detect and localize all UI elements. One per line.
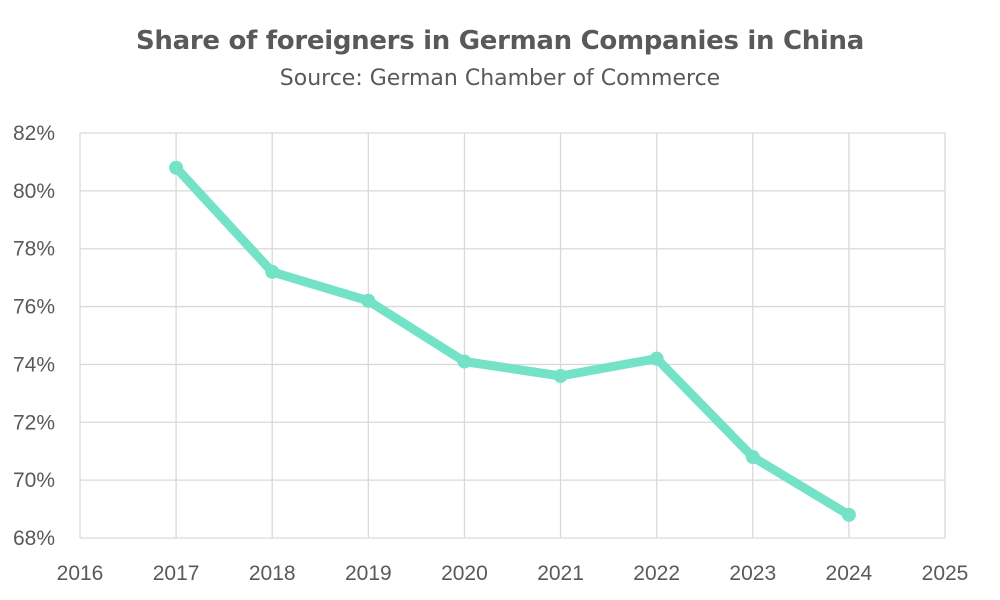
y-tick-label: 72% bbox=[13, 411, 55, 434]
data-point bbox=[457, 354, 472, 369]
data-point bbox=[745, 450, 760, 464]
data-point bbox=[169, 160, 184, 175]
x-tick-label: 2020 bbox=[441, 562, 488, 585]
x-tick-label: 2025 bbox=[922, 562, 969, 585]
x-tick-label: 2018 bbox=[249, 562, 296, 585]
data-point bbox=[265, 264, 280, 279]
data-point bbox=[649, 351, 664, 366]
y-tick-label: 82% bbox=[13, 122, 55, 145]
series-line bbox=[171, 163, 854, 520]
x-tick-label: 2017 bbox=[153, 562, 200, 585]
x-tick-label: 2016 bbox=[57, 562, 104, 585]
y-tick-label: 76% bbox=[13, 296, 55, 319]
series-layer bbox=[169, 160, 856, 522]
y-tick-label: 68% bbox=[13, 527, 55, 550]
data-point bbox=[361, 293, 376, 308]
chart-subtitle: Source: German Chamber of Commerce bbox=[279, 66, 721, 91]
y-tick-label: 70% bbox=[13, 469, 55, 492]
data-point bbox=[841, 507, 856, 522]
x-tick-label: 2023 bbox=[729, 562, 776, 585]
grid-lines bbox=[79, 132, 946, 539]
x-tick-label: 2024 bbox=[826, 562, 873, 585]
x-axis-tick-labels: 2016 2017 2018 2019 2020 2021 2022 2023 2024 2025 bbox=[57, 562, 969, 585]
x-tick-label: 2019 bbox=[345, 562, 392, 585]
y-tick-label: 78% bbox=[13, 238, 55, 261]
chart-title: Share of foreigners in German Companies … bbox=[135, 26, 865, 56]
y-tick-label: 80% bbox=[13, 180, 55, 203]
data-point bbox=[553, 369, 568, 383]
y-tick-label: 74% bbox=[13, 353, 55, 376]
y-axis-tick-labels: 68% 70% 72% 74% 76% 78% 80% 82% bbox=[13, 122, 55, 550]
x-tick-label: 2022 bbox=[633, 562, 680, 585]
x-tick-label: 2021 bbox=[537, 562, 584, 585]
